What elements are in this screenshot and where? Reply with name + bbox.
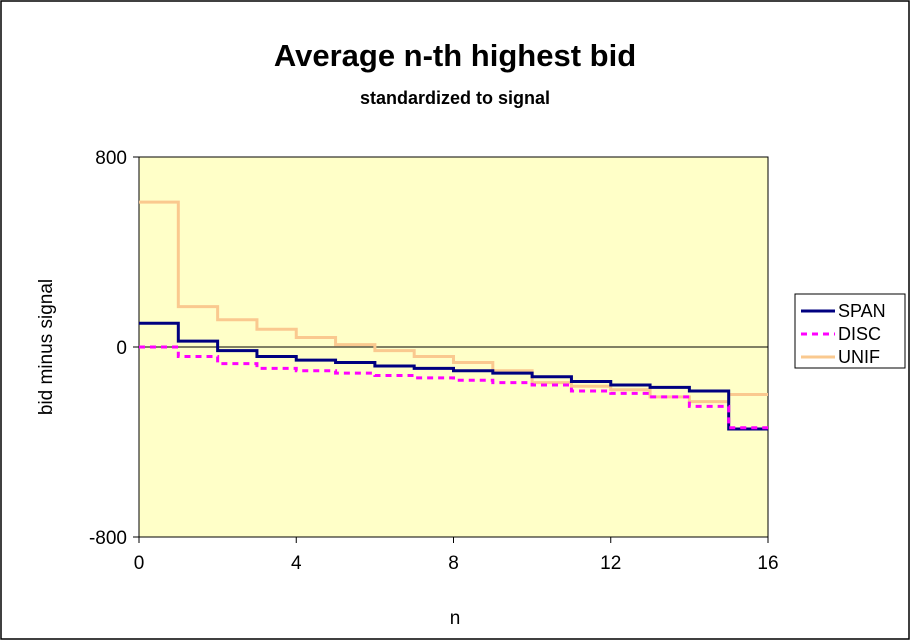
x-tick-label: 16: [757, 553, 778, 574]
legend-items: SPAN DISC UNIF: [801, 301, 886, 367]
legend-label-disc: DISC: [838, 324, 881, 344]
series-group: [139, 200, 768, 431]
y-tick-label: 800: [95, 148, 127, 169]
y-axis-label: bid minus signal: [36, 279, 57, 415]
legend-label-unif: UNIF: [838, 347, 880, 367]
x-tick-label: 4: [291, 553, 302, 574]
legend: SPAN DISC UNIF: [794, 293, 906, 369]
y-tick-label: -800: [89, 528, 127, 549]
y-tick-label: 0: [116, 338, 127, 359]
series-line-span: [139, 321, 768, 431]
chart-title: Average n-th highest bid: [274, 38, 636, 73]
x-axis-label: n: [450, 608, 461, 629]
series-line-unif: [139, 200, 768, 404]
series-line-disc: [139, 345, 768, 430]
chart-subtitle: standardized to signal: [360, 88, 550, 108]
x-tick-label: 0: [134, 553, 145, 574]
ticks-group: 0 4 8 12 16 -800 0 800: [89, 148, 779, 574]
x-tick-label: 12: [600, 553, 621, 574]
x-tick-label: 8: [448, 553, 459, 574]
legend-label-span: SPAN: [838, 301, 886, 321]
